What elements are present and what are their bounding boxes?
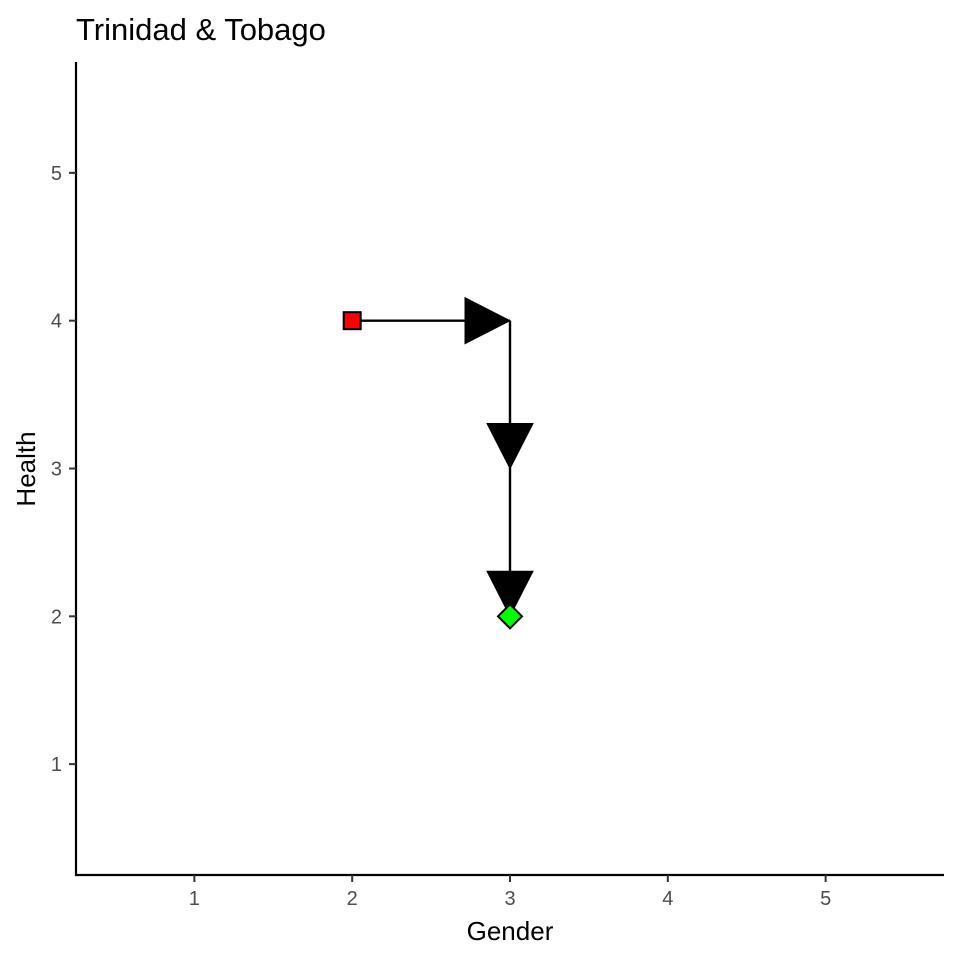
y-axis-ticks: 1 2 3 4 5 [51,163,76,776]
y-tick-label: 1 [51,754,62,776]
x-tick-label: 5 [820,888,831,910]
arrow-head [486,423,534,470]
x-tick-label: 3 [504,888,515,910]
x-tick-label: 1 [189,888,200,910]
point-layer [342,311,524,630]
y-tick-label: 3 [51,459,62,481]
x-axis-title: Gender [467,916,554,946]
start-point-marker [342,311,362,331]
y-tick-label: 4 [51,311,62,333]
arrow-head [464,296,512,345]
x-axis-ticks: 1 2 3 4 5 [189,875,831,910]
path-layer [352,319,512,617]
chart-title: Trinidad & Tobago [76,12,326,47]
arrow-head [486,570,534,618]
y-tick-label: 5 [51,163,62,185]
x-tick-label: 2 [347,888,358,910]
arrow-layer [464,296,534,618]
y-tick-label: 2 [51,606,62,628]
y-axis-title: Health [11,431,41,506]
x-tick-label: 4 [662,888,673,910]
end-point-marker [496,602,524,630]
